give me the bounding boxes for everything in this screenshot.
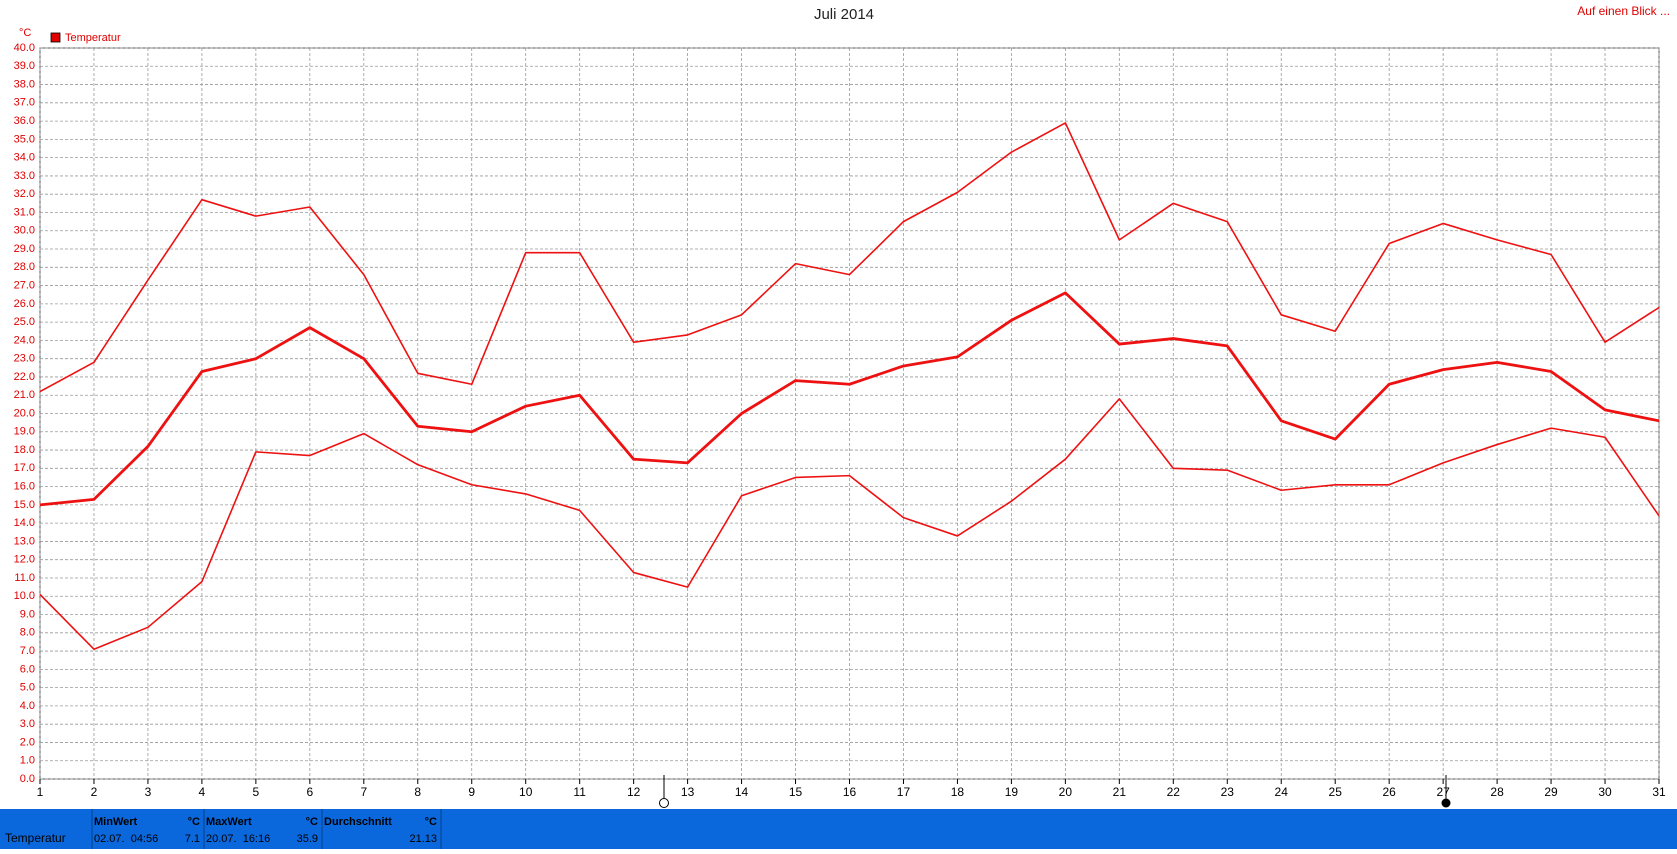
y-tick-label: 28.0 [14, 261, 35, 273]
y-tick-label: 39.0 [14, 60, 35, 72]
x-tick-label: 31 [1652, 785, 1666, 799]
y-tick-label: 32.0 [14, 188, 35, 200]
y-tick-label: 4.0 [20, 700, 35, 712]
y-tick-label: 33.0 [14, 170, 35, 182]
footer-cell-value: 21.13 [409, 833, 437, 845]
x-tick-label: 20 [1059, 785, 1073, 799]
y-tick-label: 0.0 [20, 773, 35, 785]
temperature-line [39, 291, 1660, 507]
y-tick-label: 19.0 [14, 426, 35, 438]
x-tick-label: 28 [1490, 785, 1504, 799]
footer-row-label: Temperatur [5, 831, 66, 845]
x-tick-label: 19 [1005, 785, 1019, 799]
y-tick-label: 14.0 [14, 517, 35, 529]
x-tick-label: 6 [306, 785, 313, 799]
x-tick-label: 29 [1544, 785, 1558, 799]
footer-cell-detail: 20.07. 16:16 [206, 833, 270, 845]
footer-cell-title: Durchschnitt [324, 816, 392, 828]
y-tick-label: 26.0 [14, 298, 35, 310]
x-tick-label: 11 [573, 785, 586, 799]
y-tick-label: 27.0 [14, 279, 35, 291]
x-tick-label: 1 [37, 785, 44, 799]
x-tick-label: 26 [1382, 785, 1396, 799]
overview-link[interactable]: Auf einen Blick ... [1577, 4, 1670, 18]
y-tick-label: 9.0 [20, 608, 35, 620]
y-tick-label: 5.0 [20, 682, 35, 694]
x-tick-label: 14 [735, 785, 749, 799]
y-tick-label: 7.0 [20, 645, 35, 657]
x-tick-label: 9 [468, 785, 475, 799]
y-tick-label: 13.0 [14, 535, 35, 547]
y-tick-label: 11.0 [14, 572, 35, 584]
x-tick-label: 12 [627, 785, 641, 799]
y-tick-label: 22.0 [14, 371, 35, 383]
footer-cell-value: 35.9 [297, 833, 318, 845]
footer-cell-title: MinWert [94, 816, 138, 828]
footer-bar [0, 809, 1677, 849]
temperature-line [39, 398, 1660, 651]
x-tick-label: 22 [1167, 785, 1181, 799]
x-tick-label: 10 [519, 785, 533, 799]
y-tick-label: 2.0 [20, 736, 35, 748]
y-tick-label: 38.0 [14, 78, 35, 90]
y-tick-label: 17.0 [14, 462, 35, 474]
x-tick-label: 2 [91, 785, 98, 799]
x-tick-label: 7 [360, 785, 367, 799]
x-tick-label: 17 [897, 785, 911, 799]
footer-cell-title: MaxWert [206, 816, 252, 828]
y-tick-label: 25.0 [14, 316, 35, 328]
x-tick-label: 3 [145, 785, 152, 799]
footer-cell-unit: °C [306, 816, 318, 828]
x-tick-label: 24 [1275, 785, 1289, 799]
y-tick-label: 24.0 [14, 334, 35, 346]
footer-cell-detail: 02.07. 04:56 [94, 833, 158, 845]
x-tick-label: 4 [199, 785, 206, 799]
y-tick-label: 36.0 [14, 115, 35, 127]
x-tick-label: 18 [951, 785, 965, 799]
slider-handle[interactable] [1441, 798, 1451, 808]
y-tick-label: 34.0 [14, 152, 35, 164]
y-tick-label: 8.0 [20, 627, 35, 639]
y-tick-label: 37.0 [14, 97, 35, 109]
temperature-line [39, 122, 1660, 393]
y-tick-label: 29.0 [14, 243, 35, 255]
y-tick-label: 40.0 [14, 42, 35, 54]
x-tick-label: 8 [414, 785, 421, 799]
y-tick-label: 35.0 [14, 133, 35, 145]
y-tick-label: 30.0 [14, 225, 35, 237]
chart-title: Juli 2014 [814, 6, 874, 23]
x-tick-label: 27 [1436, 785, 1450, 799]
y-tick-label: 1.0 [20, 755, 35, 767]
x-tick-label: 25 [1329, 785, 1343, 799]
x-tick-label: 21 [1113, 785, 1127, 799]
x-tick-label: 16 [843, 785, 857, 799]
footer-cell-unit: °C [188, 816, 200, 828]
x-tick-label: 15 [789, 785, 803, 799]
y-tick-label: 23.0 [14, 353, 35, 365]
x-tick-label: 30 [1598, 785, 1612, 799]
slider-handle[interactable] [659, 798, 669, 808]
legend-swatch [50, 32, 61, 43]
y-tick-label: 12.0 [14, 554, 35, 566]
x-tick-label: 23 [1221, 785, 1235, 799]
y-tick-label: 3.0 [20, 718, 35, 730]
y-axis-unit: °C [19, 27, 31, 39]
footer-cell-unit: °C [425, 816, 437, 828]
y-tick-label: 21.0 [14, 389, 35, 401]
x-tick-label: 13 [681, 785, 695, 799]
y-tick-label: 31.0 [14, 206, 35, 218]
footer-cell-value: 7.1 [185, 833, 200, 845]
y-tick-label: 10.0 [14, 590, 35, 602]
y-tick-label: 16.0 [14, 481, 35, 493]
y-tick-label: 6.0 [20, 663, 35, 675]
y-tick-label: 15.0 [14, 499, 35, 511]
legend-label: Temperatur [65, 32, 121, 44]
y-tick-label: 18.0 [14, 444, 35, 456]
x-tick-label: 5 [253, 785, 260, 799]
y-tick-label: 20.0 [14, 407, 35, 419]
